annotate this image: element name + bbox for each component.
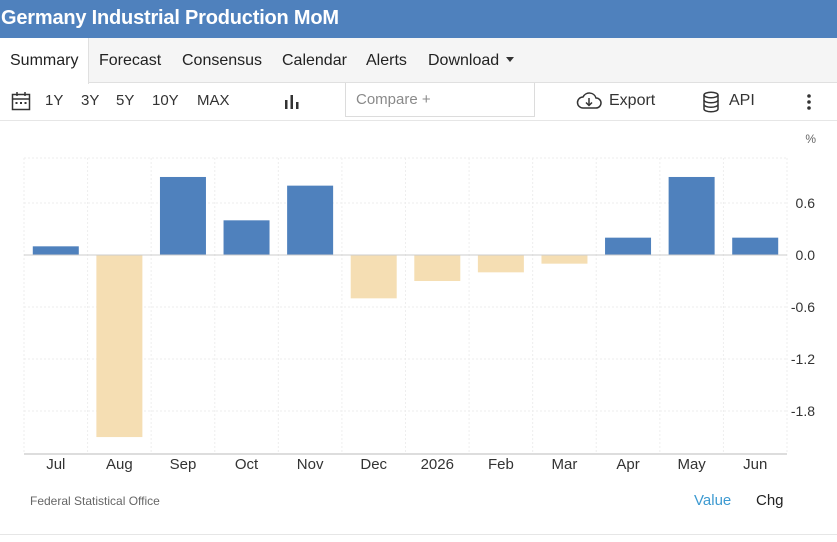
y-tick-label: -1.8 [791, 403, 815, 419]
bar [287, 185, 334, 255]
database-icon[interactable] [702, 91, 720, 118]
bar [732, 237, 779, 255]
x-tick-label: Aug [106, 456, 133, 473]
api-button[interactable]: API [729, 92, 755, 109]
cloud-download-icon[interactable] [576, 91, 602, 116]
calendar-icon[interactable] [11, 91, 31, 116]
tab-download-label: Download [428, 52, 500, 69]
x-tick-label: Jun [743, 456, 767, 473]
y-tick-label: -0.6 [791, 299, 815, 315]
tab-summary-label: Summary [10, 52, 79, 69]
toolbar: 1Y 3Y 5Y 10Y MAX Export API [0, 83, 837, 121]
unit-label: % [805, 132, 816, 146]
range-3y-button[interactable]: 3Y [81, 92, 100, 109]
bar [541, 255, 588, 264]
y-tick-label: 0.0 [796, 247, 816, 263]
bar [414, 255, 461, 282]
tab-bar: Summary Forecast Consensus Calendar Aler… [0, 38, 837, 84]
tab-forecast-label: Forecast [99, 52, 162, 69]
chevron-down-icon [506, 56, 515, 62]
x-tick-label: Feb [488, 456, 514, 473]
title-bar: Germany Industrial Production MoM [0, 0, 837, 38]
x-tick-label: May [677, 456, 706, 473]
y-tick-label: -1.2 [791, 351, 815, 367]
tab-download[interactable]: Download [428, 38, 515, 83]
source-label: Federal Statistical Office [30, 494, 160, 508]
bar [32, 246, 79, 255]
bar [605, 237, 652, 255]
compare-input[interactable] [345, 83, 535, 117]
tab-alerts-label: Alerts [366, 52, 407, 69]
x-tick-label: Mar [552, 456, 578, 473]
x-tick-label: Jul [46, 456, 65, 473]
bar-chart: 0.6 0.0 -0.6 -1.2 -1.8% Jul Aug Sep Oct Nov Dec 202… [23, 132, 816, 473]
x-tick-label: Dec [360, 456, 387, 473]
bar [159, 176, 206, 255]
chg-toggle[interactable]: Chg [756, 492, 784, 509]
chart-area: 0.6 0.0 -0.6 -1.2 -1.8% Jul Aug Sep Oct Nov Dec 202… [0, 122, 837, 532]
tab-calendar[interactable]: Calendar [282, 38, 347, 83]
export-button[interactable]: Export [609, 92, 656, 109]
bar [668, 176, 715, 255]
bar [96, 255, 143, 438]
divider [0, 534, 837, 535]
tab-summary[interactable]: Summary [0, 38, 89, 84]
range-5y-button[interactable]: 5Y [116, 92, 135, 109]
bar [477, 255, 524, 273]
bar-chart-icon[interactable] [283, 92, 301, 115]
tab-consensus-label: Consensus [182, 52, 263, 69]
range-10y-button[interactable]: 10Y [152, 92, 179, 109]
x-tick-label: Oct [235, 456, 259, 473]
tab-forecast[interactable]: Forecast [99, 38, 161, 83]
x-tick-label: 2026 [421, 456, 454, 473]
bar [223, 220, 270, 255]
value-toggle[interactable]: Value [694, 492, 732, 509]
x-tick-label: Sep [170, 456, 197, 473]
bar [350, 255, 397, 299]
tab-consensus[interactable]: Consensus [182, 38, 262, 83]
tab-calendar-label: Calendar [282, 52, 347, 69]
page-title: Germany Industrial Production MoM [1, 7, 339, 29]
range-max-button[interactable]: MAX [197, 92, 230, 109]
x-tick-label: Apr [616, 456, 639, 473]
more-options-icon[interactable] [805, 93, 813, 116]
y-tick-label: 0.6 [796, 195, 816, 211]
range-1y-button[interactable]: 1Y [45, 92, 64, 109]
x-tick-label: Nov [297, 456, 324, 473]
tab-alerts[interactable]: Alerts [366, 38, 407, 83]
